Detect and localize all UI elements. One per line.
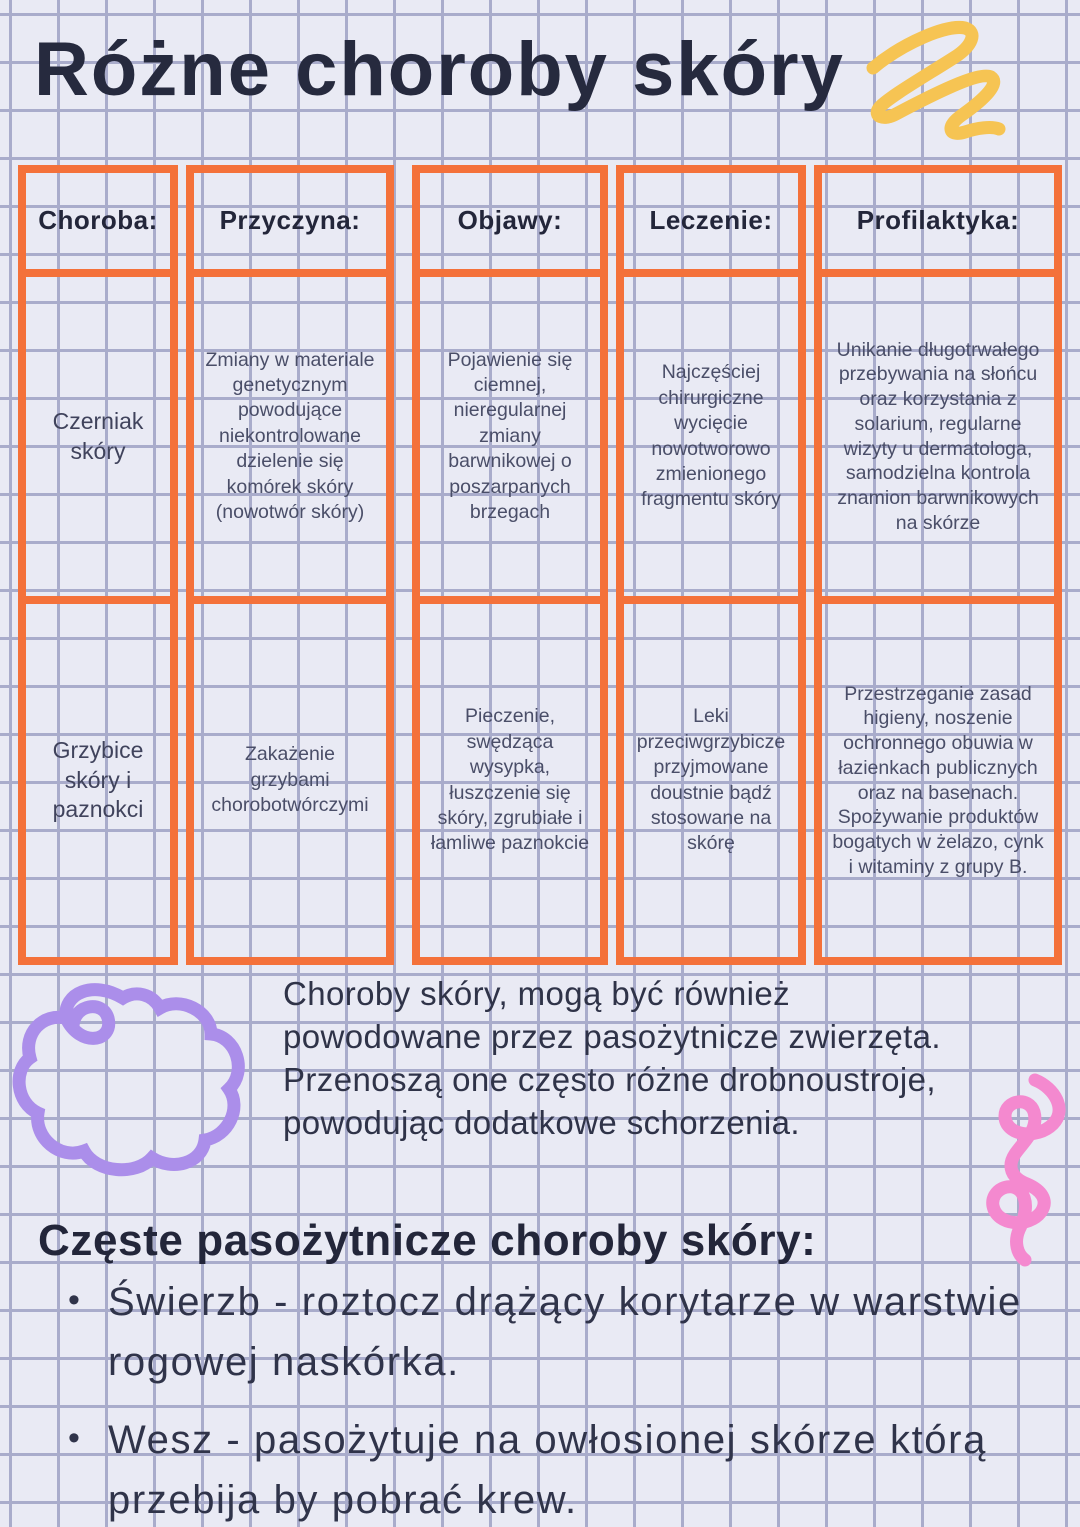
column-header: Choroba: bbox=[26, 173, 170, 277]
bullet-dot: • bbox=[68, 1419, 82, 1457]
table-column-leczenie: Leczenie: Najczęściej chirurgiczne wycię… bbox=[616, 165, 806, 965]
table-cell: Zakażenie grzybami chorobotwórczymi bbox=[211, 743, 369, 817]
table-cell: Czerniak skóry bbox=[26, 277, 170, 604]
parasite-item: • Świerzb - roztocz drążący korytarze w … bbox=[62, 1272, 1028, 1392]
table-column-objawy: Objawy: Pojawienie się ciemnej, nieregul… bbox=[412, 165, 608, 965]
table-column-choroba: Choroba: Czerniak skóry Grzybice skóry i… bbox=[18, 165, 178, 965]
table-cell: Pieczenie, swędząca wysypka, łuszczenie … bbox=[430, 705, 590, 855]
swirl-spring-icon bbox=[975, 1068, 1080, 1268]
table-cell: Najczęściej chirurgiczne wycięcie nowotw… bbox=[624, 277, 798, 604]
table-cell: Pojawienie się ciemnej, nieregularnej zm… bbox=[420, 277, 600, 604]
note-text: Choroby skóry, mogą być również powodowa… bbox=[283, 975, 942, 1141]
table-cell: Leki przeciwgrzybicze przyjmowane doustn… bbox=[636, 705, 786, 855]
page-title: Różne choroby skóry bbox=[34, 27, 845, 112]
table-column-profilaktyka: Profilaktyka: Unikanie długotrwałego prz… bbox=[814, 165, 1062, 965]
parasites-heading: Częste pasożytnicze choroby skóry: bbox=[38, 1216, 817, 1265]
column-header: Przyczyna: bbox=[194, 173, 386, 277]
cloud-doodle-icon bbox=[8, 966, 260, 1194]
table-cell: Unikanie długotrwałego przebywania na sł… bbox=[822, 277, 1054, 604]
parasite-item-text: Wesz - pasożytuje na owłosionej skórze k… bbox=[108, 1418, 987, 1522]
bullet-dot: • bbox=[68, 1281, 82, 1319]
parasites-list: • Świerzb - roztocz drążący korytarze w … bbox=[62, 1272, 1020, 1527]
column-header: Leczenie: bbox=[624, 173, 798, 277]
table-cell: Przestrzeganie zasad higieny, noszenie o… bbox=[832, 682, 1044, 878]
table-column-przyczyna: Przyczyna: Zmiany w materiale genetyczny… bbox=[186, 165, 394, 965]
table-cell: Grzybice skóry i paznokci bbox=[52, 736, 144, 823]
parasite-item: • Wesz - pasożytuje na owłosionej skórze… bbox=[62, 1410, 1028, 1527]
scribble-zigzag-icon bbox=[855, 16, 1025, 144]
parasite-item-text: Świerzb - roztocz drążący korytarze w wa… bbox=[108, 1280, 1022, 1384]
table-cell: Zmiany w materiale genetycznym powodując… bbox=[194, 277, 386, 604]
column-header: Profilaktyka: bbox=[822, 173, 1054, 277]
column-header: Objawy: bbox=[420, 173, 600, 277]
